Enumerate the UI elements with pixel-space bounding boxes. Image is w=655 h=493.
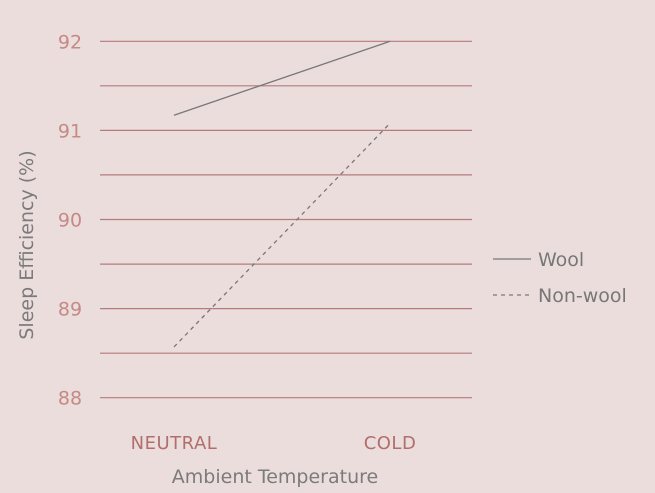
y-tick-label: 92 [58, 31, 82, 53]
series-line-non-wool [173, 122, 391, 348]
y-tick-labels: 88 89 90 91 92 [58, 31, 82, 409]
y-tick-label: 88 [58, 388, 82, 410]
x-tick-labels: NEUTRAL COLD [131, 433, 417, 454]
legend-label-wool: Wool [538, 249, 584, 271]
series-line-wool [173, 40, 391, 116]
gridlines [100, 40, 472, 399]
x-tick-label: NEUTRAL [131, 433, 218, 454]
y-tick-label: 91 [58, 120, 82, 142]
legend: Wool Non-wool [493, 249, 627, 307]
legend-label-non-wool: Non-wool [538, 285, 627, 307]
x-tick-label: COLD [364, 433, 417, 454]
y-tick-label: 90 [58, 210, 82, 232]
series-lines [173, 40, 391, 348]
y-tick-label: 89 [58, 299, 82, 321]
x-axis-title: Ambient Temperature [172, 466, 378, 488]
y-axis-title: Sleep Efficiency (%) [16, 150, 38, 339]
